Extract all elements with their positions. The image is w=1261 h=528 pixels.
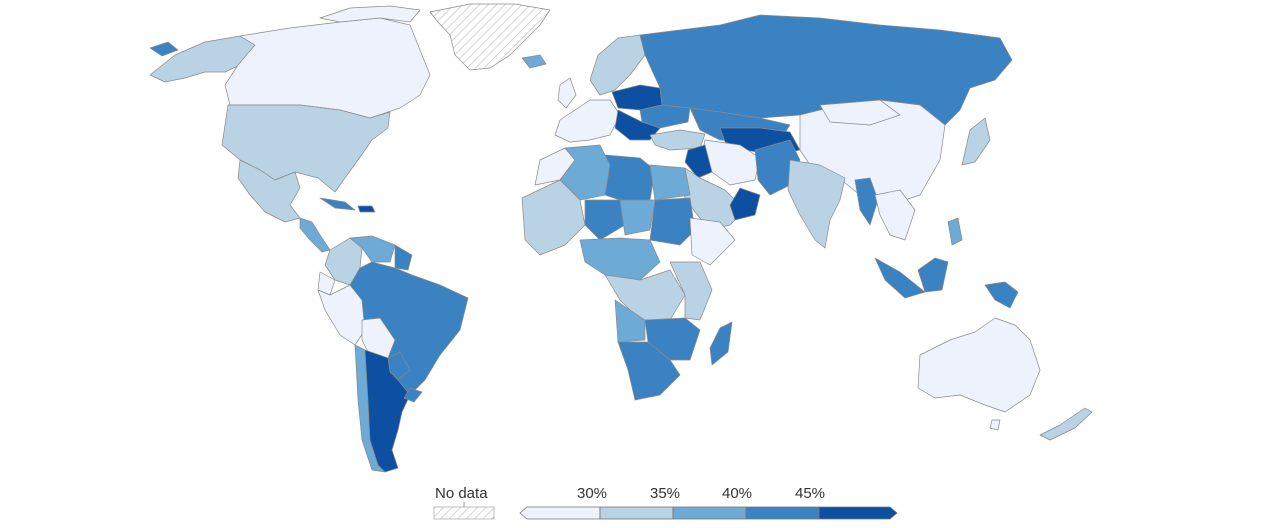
region-nigeria-niger[interactable]: [584, 199, 626, 241]
region-ethiopia-horn[interactable]: [689, 217, 736, 266]
region-algeria[interactable]: [559, 144, 611, 201]
region-greenland[interactable]: [429, 3, 551, 71]
region-canada[interactable]: [224, 17, 431, 119]
region-central-africa[interactable]: [579, 237, 661, 281]
legend-tick-35: 35%: [650, 485, 681, 502]
region-balkans[interactable]: [614, 109, 661, 141]
region-saudi-arabia[interactable]: [679, 167, 746, 231]
region-madagascar[interactable]: [709, 321, 733, 366]
region-turkey[interactable]: [649, 129, 706, 151]
region-western-europe[interactable]: [554, 99, 621, 143]
region-oman[interactable]: [729, 187, 761, 221]
region-alaska-west[interactable]: [149, 41, 179, 57]
region-papua[interactable]: [984, 281, 1019, 309]
region-east-africa[interactable]: [669, 261, 713, 321]
region-egypt[interactable]: [649, 164, 691, 201]
region-sudan[interactable]: [649, 197, 696, 246]
legend-no-data-label: No data: [435, 485, 488, 502]
region-borneo[interactable]: [917, 257, 949, 293]
region-angola[interactable]: [614, 299, 646, 343]
region-russia[interactable]: [639, 14, 1013, 126]
region-new-zealand[interactable]: [1039, 407, 1093, 441]
region-cuba[interactable]: [319, 197, 356, 211]
region-indochina[interactable]: [874, 189, 916, 241]
region-uruguay[interactable]: [403, 387, 423, 403]
region-guianas[interactable]: [394, 244, 413, 271]
region-iceland[interactable]: [521, 54, 547, 69]
region-mongolia[interactable]: [819, 99, 901, 126]
region-australia[interactable]: [917, 317, 1041, 413]
region-drc[interactable]: [604, 269, 686, 321]
legend-bin-3: [745, 506, 820, 520]
region-uk[interactable]: [557, 77, 577, 109]
region-chad[interactable]: [619, 199, 656, 236]
region-mexico[interactable]: [237, 159, 301, 223]
legend-no-data-swatch: [433, 506, 495, 520]
region-canada-islands[interactable]: [319, 5, 421, 23]
region-india[interactable]: [787, 159, 846, 249]
legend-bin-0: [519, 506, 601, 520]
region-poland-belarus[interactable]: [611, 84, 663, 111]
region-indonesia-west[interactable]: [874, 257, 926, 299]
region-argentina[interactable]: [364, 349, 411, 473]
region-iraq[interactable]: [684, 144, 713, 179]
legend-color-scale: [519, 506, 898, 520]
region-central-america[interactable]: [299, 217, 331, 253]
region-japan[interactable]: [961, 117, 991, 166]
region-libya[interactable]: [604, 154, 656, 201]
region-tasmania[interactable]: [989, 419, 1001, 431]
legend-bin-2: [672, 506, 747, 520]
region-venezuela[interactable]: [349, 235, 396, 263]
legend-tick-30: 30%: [577, 485, 608, 502]
legend-bin-4: [818, 506, 898, 520]
region-west-africa[interactable]: [521, 179, 586, 256]
legend-tick-45: 45%: [795, 485, 826, 502]
region-southern-africa[interactable]: [617, 341, 681, 401]
legend-bin-1: [599, 506, 674, 520]
region-philippines[interactable]: [947, 217, 963, 246]
region-myanmar[interactable]: [854, 177, 879, 226]
region-hispaniola[interactable]: [357, 205, 376, 213]
legend-tick-40: 40%: [722, 485, 753, 502]
